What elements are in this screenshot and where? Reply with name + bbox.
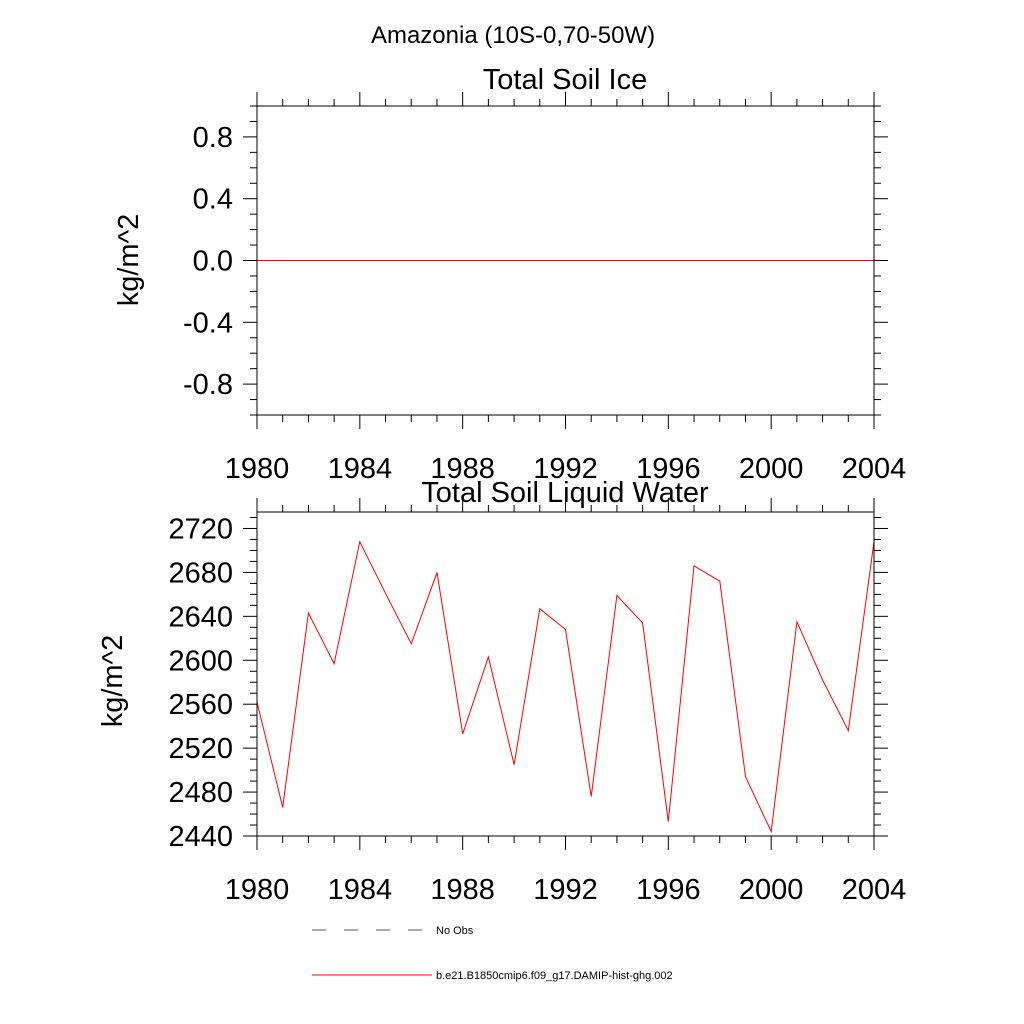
tick-marks — [243, 498, 888, 850]
y-tick-label: -0.4 — [183, 307, 233, 339]
panel-title: Total Soil Ice — [483, 64, 647, 96]
x-tick-label: 1988 — [430, 874, 495, 906]
y-tick-label: 2440 — [168, 821, 233, 853]
y-tick-label: 2720 — [168, 513, 233, 545]
panel-total-soil-ice: Total Soil Ice kg/m^2 1980 1984 1988 1992 19… — [113, 64, 906, 485]
x-tick-label: 1992 — [533, 874, 598, 906]
x-tick-label: 1980 — [225, 453, 290, 485]
x-tick-label: 2000 — [739, 453, 804, 485]
series-line — [256, 540, 875, 834]
y-tick-label: 0.0 — [193, 246, 233, 278]
legend-item-no-obs: No Obs — [312, 925, 474, 937]
plot-frame — [256, 105, 875, 416]
tick-labels: 1980 1984 1988 1992 1996 2000 2004 2720 2680 2640… — [168, 513, 906, 906]
y-tick-label: -0.8 — [183, 369, 233, 401]
x-tick-label: 2004 — [842, 453, 907, 485]
tick-marks — [243, 92, 888, 429]
y-tick-label: 2600 — [168, 645, 233, 677]
x-tick-label: 1984 — [328, 874, 393, 906]
plot-frame — [256, 511, 875, 837]
y-tick-label: 0.8 — [193, 122, 233, 154]
legend-label: b.e21.B1850cmip6.f09_g17.DAMIP-hist-ghg.… — [436, 970, 673, 982]
legend-item-model-run: b.e21.B1850cmip6.f09_g17.DAMIP-hist-ghg.… — [312, 970, 673, 982]
x-tick-label: 1996 — [636, 453, 701, 485]
figure-suptitle: Amazonia (10S-0,70-50W) — [371, 22, 655, 49]
tick-labels: 1980 1984 1988 1992 1996 2000 2004 0.8 0.4 0.0 -0.… — [183, 122, 906, 485]
y-tick-label: 2520 — [168, 733, 233, 765]
x-tick-label: 1980 — [225, 874, 290, 906]
y-tick-label: 0.4 — [193, 184, 233, 216]
x-tick-label: 1988 — [430, 453, 495, 485]
legend: No Obs b.e21.B1850cmip6.f09_g17.DAMIP-hi… — [312, 925, 673, 982]
y-tick-label: 2680 — [168, 557, 233, 589]
panel-total-soil-liquid-water: Total Soil Liquid Water kg/m^2 1980 1984 1… — [97, 477, 906, 906]
y-tick-label: 2640 — [168, 601, 233, 633]
series-layer — [256, 540, 875, 834]
y-axis-label: kg/m^2 — [113, 214, 145, 307]
y-tick-label: 2480 — [168, 777, 233, 809]
x-tick-label: 1996 — [636, 874, 701, 906]
y-axis-label: kg/m^2 — [97, 635, 129, 728]
x-tick-label: 1984 — [328, 453, 393, 485]
x-tick-label: 1992 — [533, 453, 598, 485]
y-tick-label: 2560 — [168, 689, 233, 721]
x-tick-label: 2004 — [842, 874, 907, 906]
legend-label: No Obs — [436, 925, 474, 937]
x-tick-label: 2000 — [739, 874, 804, 906]
